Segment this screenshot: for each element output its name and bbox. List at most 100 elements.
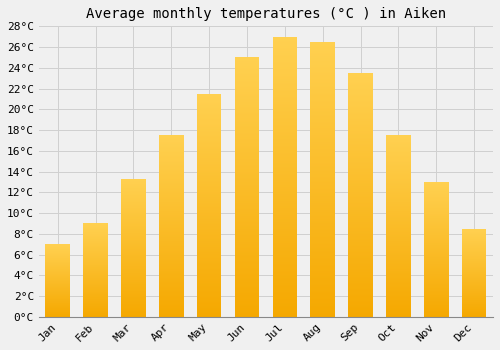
Bar: [348, 145, 373, 146]
Bar: [234, 166, 260, 168]
Bar: [272, 210, 297, 212]
Bar: [310, 198, 335, 200]
Bar: [424, 311, 448, 312]
Bar: [121, 271, 146, 272]
Bar: [197, 150, 222, 152]
Bar: [348, 291, 373, 292]
Bar: [121, 316, 146, 317]
Bar: [272, 66, 297, 68]
Bar: [462, 239, 486, 240]
Bar: [197, 226, 222, 228]
Bar: [234, 83, 260, 85]
Bar: [348, 117, 373, 118]
Bar: [310, 273, 335, 274]
Bar: [348, 302, 373, 303]
Bar: [348, 274, 373, 275]
Bar: [310, 50, 335, 51]
Bar: [424, 202, 448, 203]
Bar: [272, 244, 297, 245]
Bar: [234, 191, 260, 192]
Bar: [310, 56, 335, 57]
Bar: [197, 244, 222, 245]
Bar: [462, 237, 486, 238]
Bar: [462, 293, 486, 294]
Bar: [272, 247, 297, 248]
Bar: [197, 95, 222, 96]
Bar: [272, 219, 297, 220]
Bar: [121, 198, 146, 199]
Bar: [159, 229, 184, 230]
Bar: [234, 157, 260, 159]
Bar: [272, 198, 297, 199]
Bar: [424, 199, 448, 200]
Bar: [159, 207, 184, 208]
Bar: [424, 297, 448, 298]
Bar: [234, 243, 260, 244]
Bar: [46, 313, 70, 314]
Bar: [310, 62, 335, 64]
Bar: [310, 170, 335, 171]
Bar: [310, 58, 335, 60]
Bar: [46, 315, 70, 316]
Bar: [310, 292, 335, 293]
Bar: [272, 40, 297, 41]
Bar: [234, 244, 260, 245]
Bar: [121, 226, 146, 227]
Bar: [272, 241, 297, 243]
Bar: [348, 150, 373, 151]
Bar: [234, 96, 260, 98]
Bar: [272, 75, 297, 76]
Bar: [234, 192, 260, 194]
Bar: [234, 234, 260, 235]
Bar: [310, 189, 335, 190]
Bar: [84, 238, 108, 239]
Bar: [386, 175, 410, 176]
Bar: [424, 193, 448, 194]
Bar: [46, 271, 70, 272]
Bar: [348, 276, 373, 278]
Bar: [348, 108, 373, 110]
Bar: [348, 314, 373, 316]
Bar: [386, 308, 410, 309]
Bar: [348, 114, 373, 116]
Bar: [424, 216, 448, 217]
Bar: [272, 146, 297, 147]
Bar: [234, 221, 260, 222]
Bar: [84, 292, 108, 293]
Bar: [84, 252, 108, 253]
Bar: [197, 293, 222, 294]
Bar: [159, 310, 184, 312]
Bar: [310, 222, 335, 223]
Bar: [197, 231, 222, 232]
Bar: [310, 156, 335, 158]
Bar: [159, 138, 184, 139]
Bar: [234, 76, 260, 77]
Bar: [84, 296, 108, 297]
Bar: [197, 152, 222, 153]
Bar: [121, 220, 146, 221]
Bar: [272, 215, 297, 216]
Bar: [386, 149, 410, 150]
Bar: [272, 56, 297, 58]
Bar: [84, 277, 108, 278]
Bar: [386, 231, 410, 232]
Bar: [197, 98, 222, 99]
Bar: [46, 297, 70, 298]
Bar: [462, 279, 486, 280]
Bar: [348, 267, 373, 268]
Bar: [234, 125, 260, 126]
Bar: [272, 234, 297, 236]
Bar: [348, 138, 373, 139]
Bar: [272, 224, 297, 226]
Bar: [348, 202, 373, 203]
Bar: [424, 289, 448, 290]
Bar: [197, 297, 222, 298]
Bar: [310, 196, 335, 197]
Bar: [310, 138, 335, 139]
Bar: [424, 236, 448, 237]
Bar: [424, 309, 448, 310]
Bar: [84, 316, 108, 317]
Bar: [310, 135, 335, 137]
Bar: [386, 188, 410, 189]
Bar: [234, 117, 260, 118]
